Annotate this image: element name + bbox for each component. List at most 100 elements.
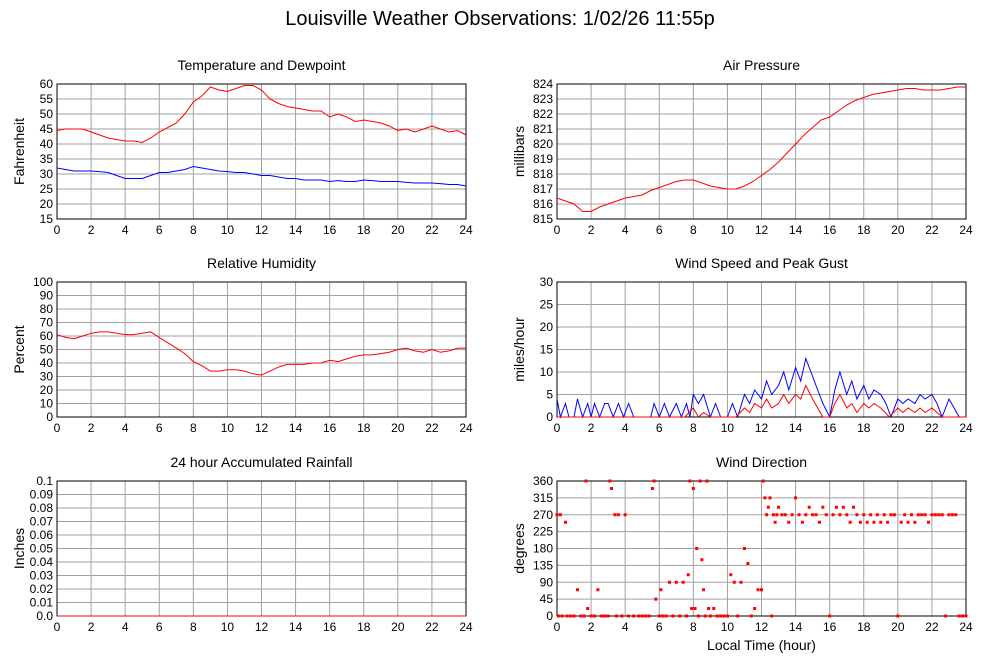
direction-plot-frame — [556, 480, 967, 617]
wind-plot-frame — [556, 281, 967, 418]
scatter-point — [569, 614, 573, 618]
scatter-point — [606, 614, 610, 618]
x-tick-label: 10 — [721, 620, 735, 634]
scatter-point — [610, 487, 614, 490]
scatter-point — [592, 614, 596, 618]
scatter-point — [933, 513, 937, 517]
x-tick-label: 2 — [588, 223, 595, 237]
scatter-point — [688, 479, 692, 483]
wind-series-line-1 — [557, 384, 966, 418]
scatter-point — [790, 513, 794, 517]
scatter-point — [930, 513, 934, 517]
scatter-point — [712, 607, 716, 610]
scatter-point — [899, 520, 903, 524]
x-tick-label: 18 — [857, 421, 871, 435]
scatter-point — [652, 479, 656, 483]
y-tick-label: 45 — [540, 592, 554, 606]
scatter-point — [615, 614, 619, 618]
temperature-series-line-1 — [56, 165, 467, 187]
scatter-point — [691, 487, 695, 490]
scatter-point — [603, 614, 607, 618]
x-tick-label: 6 — [156, 421, 163, 435]
scatter-point — [875, 513, 879, 517]
y-tick-label: 30 — [40, 167, 54, 181]
scatter-point — [780, 513, 784, 517]
y-tick-label: 818 — [533, 167, 553, 181]
scatter-point — [771, 513, 775, 517]
scatter-point — [620, 614, 624, 618]
temperature-series-line-0 — [56, 85, 467, 144]
y-tick-label: 823 — [533, 92, 553, 106]
scatter-point — [787, 520, 791, 524]
scatter-point — [913, 520, 917, 524]
x-tick-label: 6 — [656, 421, 663, 435]
pressure-plot-frame — [556, 83, 967, 220]
scatter-point — [644, 614, 648, 618]
scatter-point — [674, 580, 678, 584]
x-tick-label: 4 — [622, 421, 629, 435]
scatter-point — [725, 614, 729, 618]
pressure-series-line-0 — [556, 86, 966, 212]
x-tick-label: 22 — [925, 421, 939, 435]
temperature-chart: 0 2 4 6 8 10 12 14 16 18 20 22 241520253035404550556… — [11, 57, 473, 237]
humidity-y-axis-label: Percent — [11, 325, 27, 373]
x-tick-label: 8 — [190, 421, 197, 435]
y-tick-label: 80 — [40, 302, 54, 316]
x-tick-label: 6 — [156, 620, 163, 634]
rainfall-y-axis-label: Inches — [11, 528, 27, 569]
temperature-plot-frame — [56, 83, 467, 220]
x-tick-label: 24 — [459, 421, 473, 435]
y-tick-label: 819 — [533, 152, 553, 166]
scatter-point — [579, 614, 583, 618]
scatter-point — [964, 614, 968, 618]
y-tick-label: 35 — [40, 152, 54, 166]
x-tick-label: 2 — [88, 223, 95, 237]
scatter-point — [659, 588, 663, 592]
humidity-plot-frame — [56, 281, 467, 418]
scatter-point — [937, 513, 941, 517]
y-tick-label: 0.06 — [30, 528, 54, 542]
scatter-point — [886, 520, 890, 524]
scatter-point — [749, 614, 753, 618]
y-tick-label: 20 — [40, 383, 54, 397]
x-tick-label: 14 — [789, 620, 803, 634]
x-tick-label: 10 — [721, 223, 735, 237]
y-tick-label: 30 — [540, 275, 554, 289]
x-tick-label: 12 — [255, 421, 269, 435]
x-tick-label: 14 — [289, 421, 303, 435]
scatter-point — [703, 614, 707, 618]
scatter-point — [761, 479, 765, 483]
y-tick-label: 70 — [40, 316, 54, 330]
y-tick-label: 0 — [46, 410, 53, 424]
wind-series-line-0 — [556, 356, 960, 419]
x-tick-label: 8 — [690, 620, 697, 634]
rainfall-title: 24 hour Accumulated Rainfall — [170, 454, 352, 470]
scatter-point — [852, 505, 856, 509]
scatter-point — [671, 614, 675, 618]
x-tick-label: 12 — [255, 223, 269, 237]
y-tick-label: 360 — [533, 474, 553, 488]
scatter-point — [763, 496, 767, 500]
x-tick-label: 16 — [323, 421, 337, 435]
x-tick-label: 16 — [823, 223, 837, 237]
x-tick-label: 14 — [289, 620, 303, 634]
scatter-point — [640, 614, 644, 618]
x-tick-label: 22 — [425, 421, 439, 435]
rainfall-grid — [56, 480, 467, 617]
scatter-point — [753, 607, 757, 610]
scatter-point — [742, 547, 746, 550]
scatter-point — [705, 479, 709, 483]
scatter-point — [586, 607, 590, 610]
x-tick-label: 22 — [425, 223, 439, 237]
y-tick-label: 100 — [33, 275, 53, 289]
x-tick-label: 0 — [54, 620, 61, 634]
scatter-point — [623, 513, 627, 517]
scatter-point — [661, 614, 665, 618]
x-tick-label: 16 — [823, 620, 837, 634]
x-tick-label: 10 — [221, 421, 235, 435]
y-tick-label: 816 — [533, 197, 553, 211]
direction-title: Wind Direction — [716, 454, 807, 470]
y-tick-label: 0.04 — [30, 555, 54, 569]
